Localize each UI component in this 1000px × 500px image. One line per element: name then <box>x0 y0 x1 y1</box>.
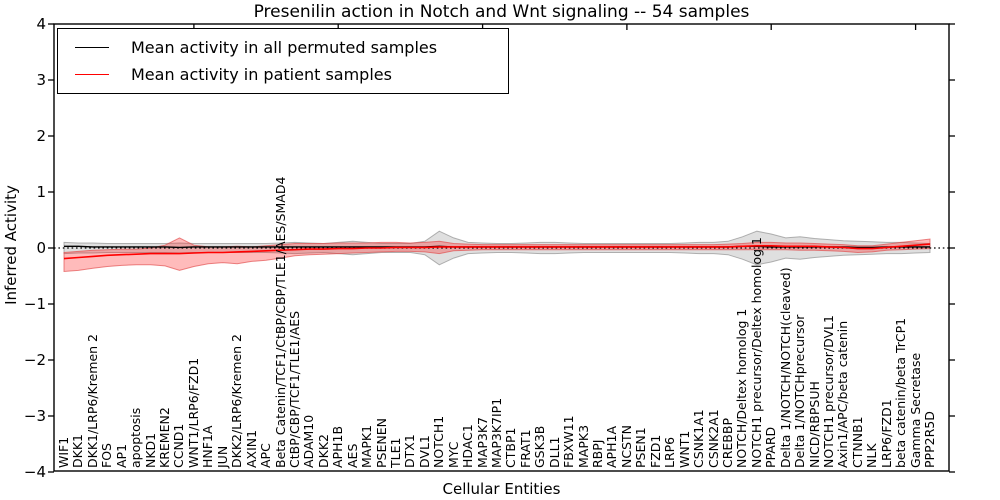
x-tick-label: NCSTN <box>618 425 634 468</box>
x-tick-label: CREBBP <box>719 418 735 468</box>
y-tick-label: 4 <box>36 15 46 33</box>
y-tick-label: −2 <box>23 351 46 369</box>
x-tick-label: RBPJ <box>590 439 606 469</box>
x-tick-label: WNT1 <box>676 430 692 468</box>
x-tick-label: MYC <box>445 441 461 468</box>
x-tick-label: JUN <box>214 445 230 468</box>
legend-line-patient-icon <box>75 74 109 76</box>
x-tick-label: Delta 1/NOTCH/NOTCH(cleaved) <box>777 267 793 468</box>
x-tick-label: AP1 <box>113 443 129 468</box>
x-tick-label: PSEN1 <box>633 427 649 468</box>
y-tick-label: −1 <box>23 295 46 313</box>
legend-label-patient: Mean activity in patient samples <box>131 65 392 85</box>
x-tick-label: NICD/RBPSUH <box>806 381 822 468</box>
x-tick-label: MAP3K7 <box>474 417 490 468</box>
x-tick-label: HDAC1 <box>460 424 476 468</box>
x-tick-label: PPARD <box>763 426 779 468</box>
x-tick-label: APH1A <box>604 426 620 468</box>
x-tick-label: NOTCH1 precursor/DVL1 <box>820 315 836 468</box>
x-tick-label: CCND1 <box>171 423 187 468</box>
x-tick-label: NOTCH/Deltex homolog 1 <box>734 308 750 468</box>
x-tick-label: NOTCH1 precursor/Deltex homolog 1 <box>748 237 764 468</box>
x-tick-label: DKK2/LRP6/Kremen 2 <box>229 333 245 468</box>
y-tick-label: −4 <box>23 463 46 481</box>
x-tick-label: AES <box>344 443 360 468</box>
y-tick-label: 3 <box>36 71 46 89</box>
x-tick-label: APH1B <box>330 425 346 468</box>
x-tick-label: TLE1 <box>387 437 403 468</box>
x-tick-label: CSNK2A1 <box>705 409 721 468</box>
x-tick-label: LRP6/FZD1 <box>878 399 894 468</box>
x-tick-label: NKD1 <box>142 432 158 468</box>
legend-label-permuted: Mean activity in all permuted samples <box>131 37 438 57</box>
x-tick-label: WIF1 <box>56 436 71 468</box>
x-tick-label: Axin1/APC/beta catenin <box>835 320 851 468</box>
x-tick-label: DTX1 <box>402 434 418 468</box>
x-tick-label: DVL1 <box>416 435 432 468</box>
x-tick-label: DKK1 <box>70 434 86 468</box>
x-tick-label: MAPK1 <box>359 424 375 468</box>
x-tick-label: DKK1/LRP6/Kremen 2 <box>84 333 100 468</box>
x-tick-label: HNF1A <box>200 425 216 468</box>
x-tick-label: MAPK3 <box>575 424 591 468</box>
x-tick-label: MAP3K7IP1 <box>489 397 504 468</box>
x-tick-label: CTNNB1 <box>849 416 865 468</box>
legend-line-permuted-icon <box>75 46 109 48</box>
x-tick-label: FBXW11 <box>561 415 577 468</box>
y-tick-label: 2 <box>36 127 46 145</box>
x-tick-label: CTBP1 <box>503 427 519 468</box>
x-tick-label: Gamma Secretase <box>907 352 923 468</box>
x-tick-label: beta catenin/beta TrCP1 <box>893 317 909 468</box>
x-tick-label: APC <box>258 443 274 468</box>
y-tick-label: −3 <box>23 407 46 425</box>
x-tick-label: Beta Catenin/TCF1/CtBP/CBP/TLE1/AES/SMAD… <box>272 176 288 468</box>
legend-item-permuted: Mean activity in all permuted samples <box>58 34 508 60</box>
x-tick-label: apoptosis <box>128 407 144 468</box>
x-tick-label: CSNK1A1 <box>691 409 707 468</box>
x-tick-label: DLL1 <box>546 436 562 468</box>
x-tick-label: NOTCH1 <box>431 415 447 468</box>
x-tick-label: KREMEN2 <box>157 407 173 468</box>
x-tick-label: DKK2 <box>315 434 331 468</box>
x-tick-label: GSK3B <box>532 425 548 468</box>
legend-item-patient: Mean activity in patient samples <box>58 62 508 88</box>
x-tick-label: AXIN1 <box>243 429 259 468</box>
x-tick-label: ADAM10 <box>301 414 317 468</box>
y-tick-label: 0 <box>36 239 46 257</box>
x-tick-label: CtBP/CBP/TCF1/TLE1/AES <box>286 310 302 468</box>
x-tick-label: Delta 1/NOTCHprecursor <box>792 314 808 468</box>
x-tick-label: FZD1 <box>647 434 663 468</box>
x-tick-label: NLK <box>864 443 880 468</box>
x-tick-label: PPP2R5D <box>922 411 937 468</box>
chart-title: Presenilin action in Notch and Wnt signa… <box>253 2 750 22</box>
x-tick-label: FOS <box>99 443 115 468</box>
x-axis-label: Cellular Entities <box>442 480 561 498</box>
y-tick-label: 1 <box>36 183 46 201</box>
x-tick-label: LRP6 <box>662 436 678 468</box>
x-tick-label: WNT1/LRP6/FZD1 <box>185 357 201 468</box>
legend: Mean activity in all permuted samples Me… <box>57 28 509 94</box>
x-tick-label: FRAT1 <box>517 429 533 468</box>
x-tick-label: PSENEN <box>373 418 389 468</box>
